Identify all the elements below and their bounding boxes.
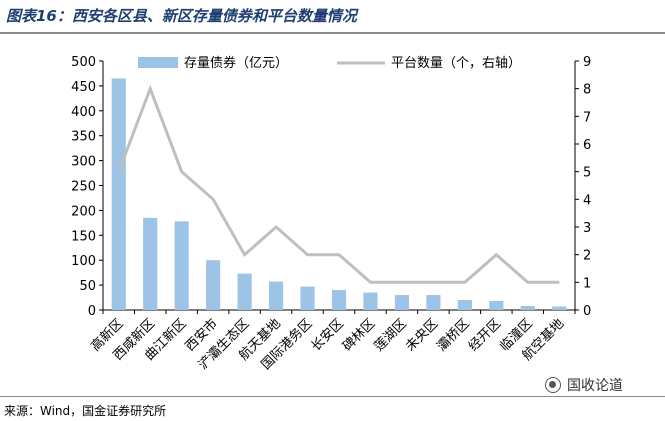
y2-tick-label: 9 [583,55,591,70]
y-tick-label: 300 [71,155,96,170]
bar [143,217,158,310]
line-series-path [117,84,560,284]
y-tick-label: 150 [71,229,96,244]
bar [426,295,441,310]
bar [111,78,126,311]
category-label: 经开区 [466,316,504,354]
top-rule [0,32,665,34]
chart: 存量债券（亿元） 平台数量（个，右轴） 05010015020025030035… [71,55,591,373]
y-tick-label: 450 [71,80,96,95]
y2-tick-label: 7 [583,110,591,125]
legend-bar-label: 存量债券（亿元） [184,55,288,71]
bar [268,281,284,310]
y-tick-label: 50 [79,279,96,294]
y-tick-label: 100 [71,254,96,269]
bar [331,290,347,310]
y2-tick-label: 1 [583,276,591,291]
y-tick-label: 400 [71,105,96,120]
line-series [117,84,560,284]
bottom-rule [0,396,665,397]
y-tick-label: 250 [71,180,96,195]
bar [174,221,189,310]
bar [489,301,504,310]
y2-tick-label: 3 [583,221,591,236]
bar [520,306,535,310]
y2-tick-label: 8 [583,83,591,98]
category-label: 灞桥区 [435,316,473,354]
legend: 存量债券（亿元） 平台数量（个，右轴） [138,55,521,71]
bars [111,78,567,311]
wechat-icon [545,377,561,393]
legend-bar-swatch [138,57,178,68]
bar [237,273,252,310]
watermark: 国收论道 [545,374,623,396]
bar [363,292,378,310]
category-labels: 高新区西咸新区曲江新区西安市浐灞生态区航天基地国际港务区长安区碑林区莲湖区未央区… [88,316,567,373]
watermark-text: 国收论道 [567,378,623,394]
legend-line-label: 平台数量（个，右轴） [391,56,521,71]
bar [457,300,472,310]
y2-tick-label: 4 [583,193,591,208]
y2-tick-label: 2 [583,249,591,264]
bar [300,286,315,310]
category-label: 碑林区 [339,316,378,355]
category-label: 未央区 [403,316,441,354]
source-note: 来源：Wind，国金证券研究所 [4,404,167,418]
chart-title: 图表16：西安各区县、新区存量债券和平台数量情况 [6,7,357,25]
category-label: 莲湖区 [372,316,410,354]
y2-tick-label: 6 [583,138,591,153]
y2-tick-label: 0 [583,304,591,319]
bar [206,260,221,310]
category-label: 长安区 [309,316,347,354]
y-tick-label: 350 [71,130,96,145]
y2-tick-label: 5 [583,166,591,181]
bar [552,306,567,310]
y-tick-label: 0 [88,304,96,319]
y-tick-label: 500 [71,55,96,70]
bar [394,295,410,310]
y-tick-label: 200 [71,204,96,219]
